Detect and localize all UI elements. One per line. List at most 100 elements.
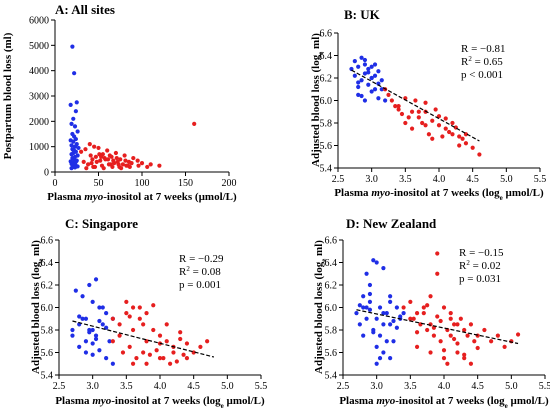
y-tick-label: 4000 (29, 66, 49, 77)
blue-point (364, 271, 369, 276)
x-tick-label: 3.0 (370, 381, 383, 392)
red-point (448, 316, 453, 321)
red-point (110, 164, 115, 170)
red-point (87, 142, 92, 147)
blue-point (74, 100, 79, 105)
panel-d: D: New Zealand 2.5 3.0 3.5 4.0 4.5 5.0 5.5 5.4 5.… (313, 216, 550, 410)
red-point (130, 361, 136, 366)
red-point (428, 350, 433, 355)
blue-point (388, 356, 393, 361)
red-point (137, 316, 142, 321)
red-point (431, 333, 436, 338)
x-axis-label-part: e (505, 402, 508, 410)
x-tick-label: 50 (94, 178, 104, 189)
stat-r2-part: 2 (186, 265, 190, 273)
blue-point (357, 303, 362, 308)
blue-point (80, 316, 85, 321)
panel-title: C: Singapore (65, 216, 138, 231)
red-point (181, 352, 186, 357)
x-tick-label: 2.5 (332, 174, 345, 185)
red-point (430, 136, 435, 141)
x-axis-label-part: e (221, 402, 224, 410)
red-point (460, 136, 465, 141)
blue-point (77, 314, 82, 319)
red-point (489, 339, 494, 344)
x-tick-label: 4.5 (466, 174, 479, 185)
red-point (85, 162, 91, 167)
red-point (475, 345, 480, 351)
red-point (458, 316, 463, 321)
red-point (416, 109, 421, 114)
red-point (83, 147, 88, 152)
red-point (463, 141, 469, 146)
blue-point (361, 294, 366, 299)
blue-point (362, 57, 368, 63)
blue-point (377, 305, 383, 310)
red-point (389, 98, 394, 103)
red-point (157, 356, 163, 361)
red-point (455, 322, 460, 327)
blue-point (73, 109, 78, 114)
x-tick-label: 2.5 (53, 381, 66, 392)
x-tick-label: 5.5 (539, 381, 550, 392)
red-point (171, 350, 176, 355)
blue-point (72, 144, 78, 149)
red-point (438, 318, 443, 324)
blue-point (367, 282, 373, 288)
red-point (447, 129, 452, 135)
blue-point (69, 166, 74, 171)
red-point (423, 123, 428, 128)
red-point (457, 143, 462, 148)
x-tick-label: 4.5 (471, 381, 484, 392)
blue-point (381, 311, 386, 316)
blue-point (388, 294, 393, 299)
red-point (409, 109, 415, 114)
red-point (386, 92, 391, 97)
blue-point (388, 299, 393, 304)
blue-point (69, 152, 74, 157)
red-point (416, 115, 421, 120)
blue-point (361, 305, 366, 310)
blue-point (359, 78, 364, 83)
y-tick-label: 6.6 (320, 29, 333, 40)
red-point (124, 311, 129, 316)
blue-point (374, 344, 379, 349)
panel-title: B: UK (344, 7, 381, 22)
stat-r2-part: R (459, 260, 467, 272)
x-tick-label: 4.0 (433, 174, 446, 185)
red-point (113, 150, 118, 156)
blue-point (107, 339, 112, 344)
red-point (102, 155, 107, 161)
red-point (178, 336, 183, 342)
y-tick-label: 6.4 (325, 258, 338, 269)
blue-point (367, 299, 373, 304)
y-tick-label: 5.6 (325, 348, 338, 359)
blue-point (369, 89, 374, 94)
x-axis-label-part: -inositol (103, 191, 141, 203)
x-axis-label-part: at 7 weeks (log (149, 395, 221, 407)
blue-point (73, 136, 78, 142)
stat-text: R = −0.15 (459, 247, 504, 259)
blue-point (362, 98, 368, 103)
blue-point (97, 305, 102, 310)
blue-point (394, 325, 399, 330)
blue-point (388, 322, 393, 327)
red-point (89, 161, 94, 166)
blue-point (70, 327, 75, 333)
x-tick-label: 3.5 (120, 381, 133, 392)
red-point (144, 311, 149, 316)
panel-b: B: UK 2.5 3.0 3.5 4.0 4.5 5.0 5.5 5.4 5.6 5.8 6.0 6.… (310, 7, 546, 202)
x-axis-label-part: µmol/L) (508, 395, 549, 407)
y-axis-label-part: Adjusted blood loss (log (30, 261, 42, 374)
red-point (178, 330, 183, 335)
blue-point (383, 98, 388, 103)
red-point (425, 327, 430, 333)
x-tick-label: 2.5 (337, 381, 350, 392)
blue-point (362, 71, 368, 76)
red-point (127, 164, 132, 170)
red-point (396, 104, 401, 109)
red-point (141, 322, 146, 327)
red-point (421, 311, 426, 316)
stat-text: p < 0.001 (461, 69, 503, 81)
